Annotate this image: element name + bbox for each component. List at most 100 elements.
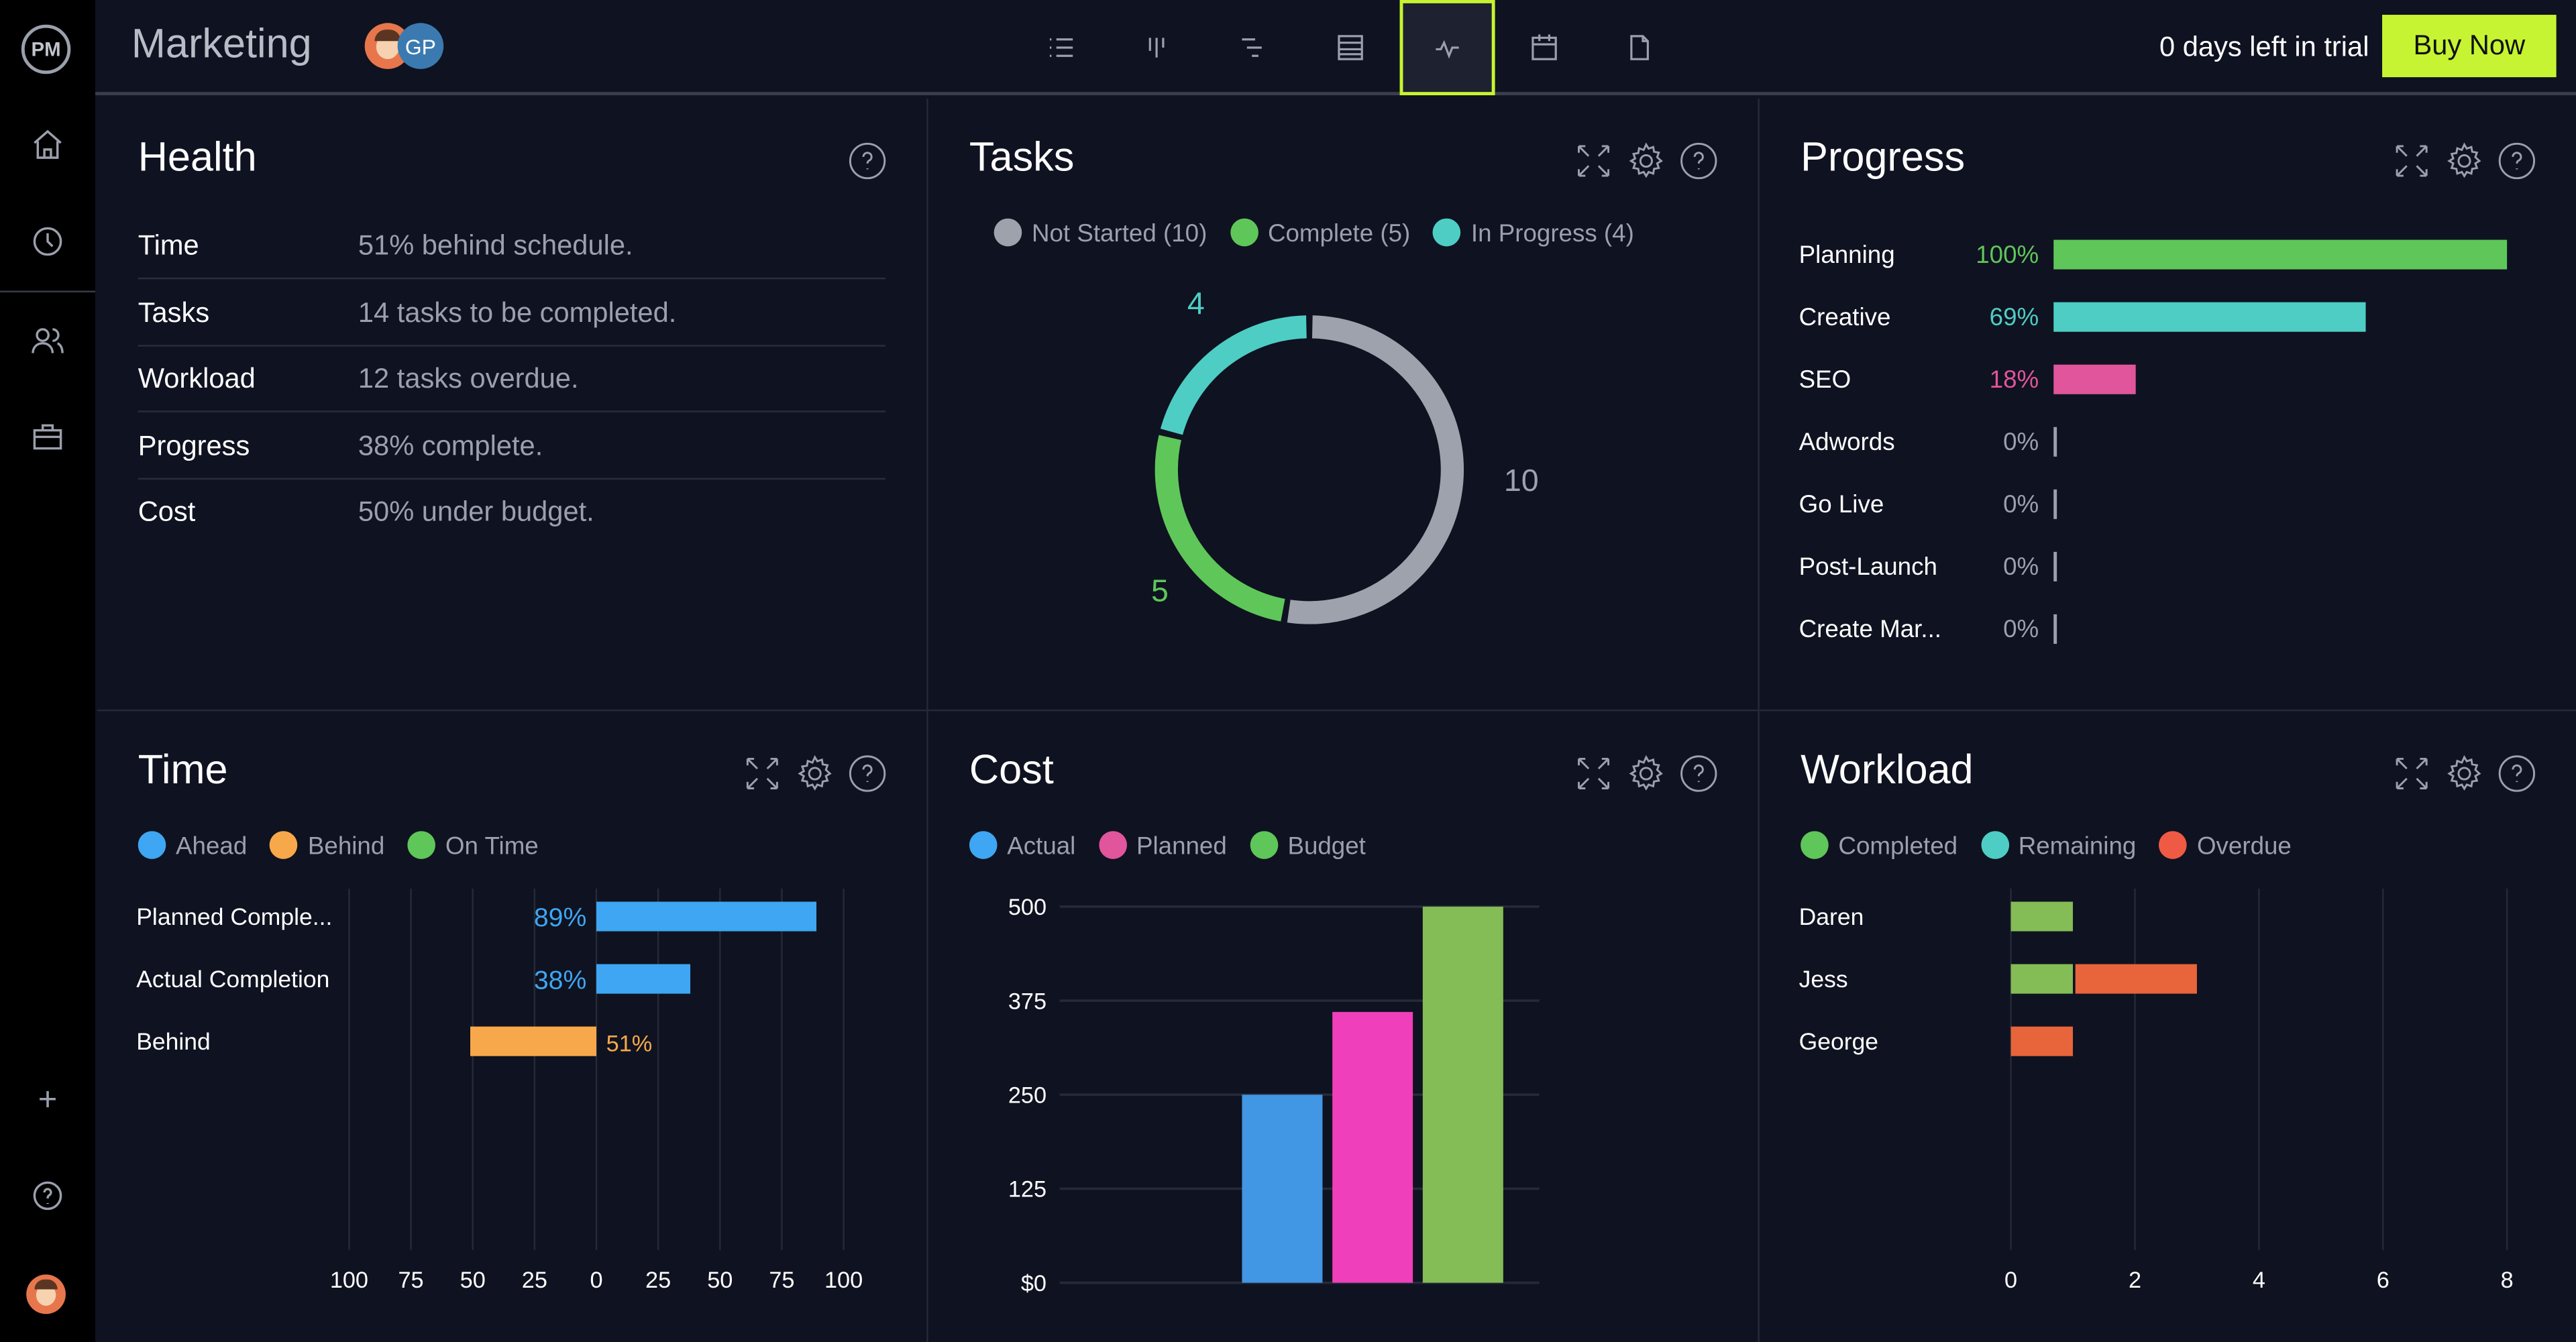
workload-bar-overdue[interactable] [2010,1026,2074,1056]
health-row: Tasks 14 tasks to be completed. [138,280,886,346]
progress-pct: 100% [1976,241,2039,270]
not-started-label: 10 [1504,463,1539,498]
gear-icon[interactable] [1627,142,1666,189]
time-bar[interactable] [596,901,817,932]
progress-row[interactable]: SEO 18% [1799,364,2555,398]
briefcase-icon[interactable] [28,417,68,457]
health-row: Time 51% behind schedule. [138,213,886,280]
legend-item[interactable]: Ahead [138,831,247,860]
legend-item[interactable]: Budget [1250,831,1366,860]
legend-item[interactable]: On Time [407,831,539,860]
x-tick-label: 25 [522,1268,547,1293]
cost-bar-actual[interactable] [1242,1095,1323,1283]
users-icon[interactable] [28,321,68,360]
gantt-icon[interactable] [1204,0,1299,95]
gear-icon[interactable] [2445,754,2484,801]
donut-slice-complete[interactable] [1155,435,1285,622]
workload-bar-completed[interactable] [2010,964,2074,994]
table-icon[interactable] [1303,0,1398,95]
tasks-donut-chart: 4 10 5 [1151,286,1539,624]
help-icon[interactable] [2497,142,2536,189]
trial-text: 0 days left in trial [2159,31,2369,63]
category-label: Planned Comple... [136,903,332,930]
expand-icon[interactable] [2392,754,2432,801]
workload-bar-completed[interactable] [2010,901,2074,932]
progress-row[interactable]: Post-Launch 0% [1799,551,2555,585]
legend-item[interactable]: Actual [969,831,1075,860]
x-tick-label: 0 [590,1268,602,1293]
health-panel: Health Time 51% behind schedule. Tasks 14 t… [97,98,928,712]
progress-label: Go Live [1799,491,1884,519]
expand-icon[interactable] [2392,142,2432,189]
legend-item[interactable]: Planned [1098,831,1227,860]
cost-bar-budget[interactable] [1422,906,1503,1283]
progress-pct: 69% [1989,304,2039,332]
donut-slice-not-started[interactable] [1287,315,1464,624]
help-icon[interactable] [28,1176,68,1215]
progress-row[interactable]: Planning 100% [1799,239,2555,273]
workload-bar-overdue[interactable] [2075,964,2197,994]
progress-label: Creative [1799,304,1891,332]
expand-icon[interactable] [1574,142,1613,189]
top-bar: Marketing GP 0 days left in trial Buy No… [95,0,2576,96]
cost-chart: $0 125 250 375 500 [1008,895,1540,1296]
category-label: George [1799,1028,1878,1055]
buy-now-button[interactable]: Buy Now [2382,15,2557,78]
home-icon[interactable] [28,125,68,164]
dashboard-icon[interactable] [1399,0,1495,96]
user-avatar[interactable] [26,1274,66,1315]
legend-item[interactable]: In Progress (4) [1433,218,1634,248]
legend-item[interactable]: Behind [270,831,384,860]
file-icon[interactable] [1592,0,1687,95]
progress-bar [2053,614,2057,645]
progress-row[interactable]: Go Live 0% [1799,489,2555,522]
legend-item[interactable]: Remaining [1980,831,2136,860]
project-title: Marketing [131,21,312,68]
help-icon[interactable] [1679,142,1719,189]
board-icon[interactable] [1109,0,1204,95]
legend-item[interactable]: Not Started (10) [994,218,1207,248]
data-label: 38% [534,966,586,995]
health-label: Tasks [138,296,210,328]
legend-item[interactable]: Overdue [2159,831,2292,860]
donut-slice-in-progress[interactable] [1160,315,1307,435]
health-row: Workload 12 tasks overdue. [138,347,886,412]
progress-row[interactable]: Adwords 0% [1799,427,2555,460]
help-icon[interactable] [848,142,888,189]
gear-icon[interactable] [1627,754,1666,801]
legend-item[interactable]: Completed [1801,831,1957,860]
calendar-icon[interactable] [1497,0,1592,95]
progress-bar [2053,551,2057,581]
clock-icon[interactable] [28,222,68,262]
workload-panel: Workload Completed Remaining Overdue 0 2 4… [1760,711,2576,1341]
time-bar[interactable] [596,964,691,994]
help-icon[interactable] [1679,754,1719,801]
list-icon[interactable] [1014,0,1109,95]
progress-row[interactable]: Creative 69% [1799,302,2555,335]
legend-item[interactable]: Complete (5) [1230,218,1410,248]
expand-icon[interactable] [1574,754,1613,801]
expand-icon[interactable] [743,754,782,801]
progress-label: Create Mar... [1799,616,1941,645]
in-progress-label: 4 [1187,286,1205,321]
time-bar[interactable] [470,1026,596,1056]
x-tick-label: 100 [824,1268,863,1293]
member-avatar-gp[interactable]: GP [397,23,444,69]
pm-logo[interactable]: PM [21,24,71,74]
health-row: Cost 50% under budget. [138,480,885,545]
gear-icon[interactable] [2445,142,2484,189]
panel-title: Cost [969,747,1054,793]
cost-bar-planned[interactable] [1332,1011,1413,1283]
plus-icon[interactable]: + [38,1082,58,1119]
progress-label: SEO [1799,366,1851,394]
gear-icon[interactable] [795,754,835,801]
help-icon[interactable] [848,754,888,801]
progress-row[interactable]: Create Mar... 0% [1799,614,2555,647]
progress-pct: 0% [2003,491,2039,519]
progress-bar [2053,302,2367,332]
progress-bar [2053,239,2508,270]
help-icon[interactable] [2497,754,2536,801]
category-label: Daren [1799,903,1864,930]
x-tick-label: 2 [2129,1268,2141,1293]
health-value: 51% behind schedule. [358,229,633,262]
